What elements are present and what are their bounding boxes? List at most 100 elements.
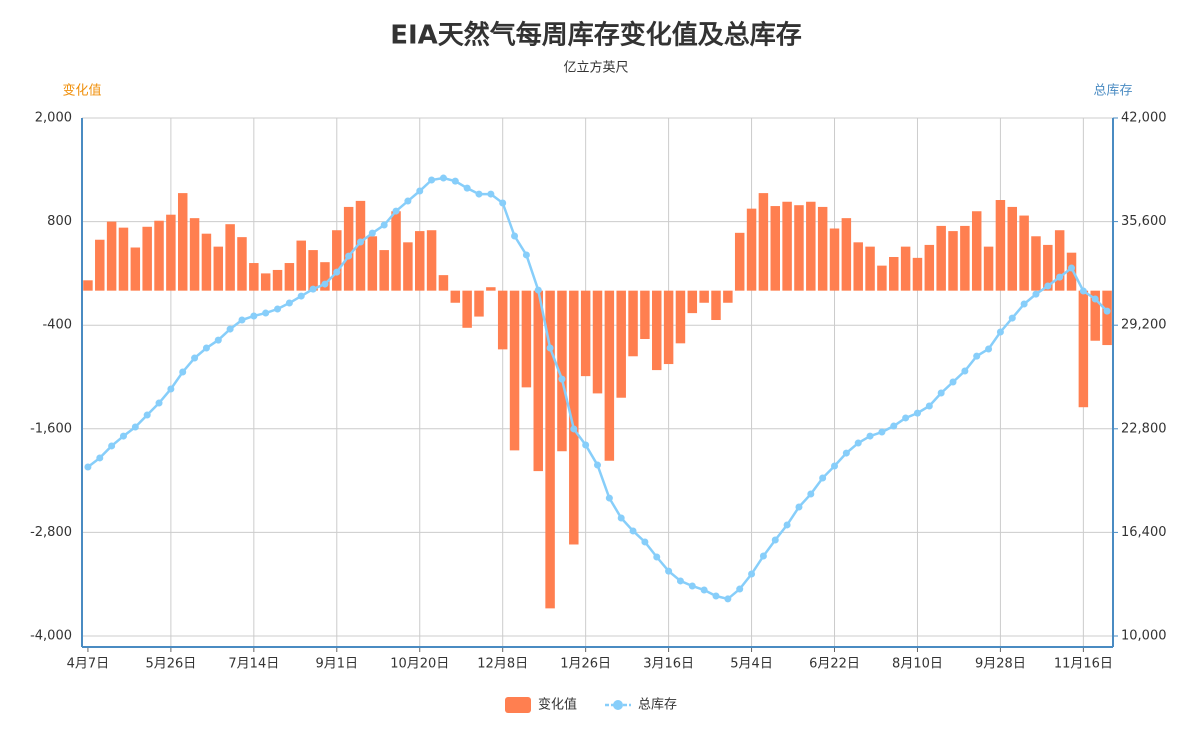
bar xyxy=(983,246,994,291)
bar xyxy=(438,275,449,291)
bar xyxy=(948,231,958,291)
x-tick-label: 1月26日 xyxy=(560,657,611,672)
bar xyxy=(770,206,780,291)
bar xyxy=(391,211,401,291)
line-point xyxy=(913,409,921,417)
bar xyxy=(332,230,342,291)
line-point xyxy=(712,592,720,600)
line-point xyxy=(1044,282,1052,290)
x-tick-label: 7月14日 xyxy=(228,657,279,672)
y2-tick-label: 35,600 xyxy=(1121,214,1167,229)
line-point xyxy=(499,199,507,207)
line-point xyxy=(688,582,696,590)
bar xyxy=(1031,236,1041,291)
bar xyxy=(95,239,105,291)
y2-tick-label: 29,200 xyxy=(1121,318,1167,333)
bar xyxy=(936,225,946,291)
line-point xyxy=(748,570,756,578)
line-point xyxy=(890,422,898,430)
bar xyxy=(142,226,152,291)
bar xyxy=(794,205,804,291)
bar xyxy=(177,193,188,291)
bar xyxy=(687,290,698,314)
line-point xyxy=(309,285,317,293)
bar xyxy=(829,228,840,291)
line-point xyxy=(1068,264,1076,272)
x-tick-label: 8月10日 xyxy=(892,657,943,672)
line-point xyxy=(1103,307,1111,315)
line-point xyxy=(1020,300,1028,308)
line-point xyxy=(285,299,293,307)
line-point xyxy=(795,503,803,511)
line-point xyxy=(96,454,104,462)
y-tick-label: -1,600 xyxy=(30,421,72,436)
bar xyxy=(675,290,686,344)
bar xyxy=(296,240,306,291)
bar xyxy=(853,242,863,291)
bar xyxy=(355,200,366,291)
line-point xyxy=(214,336,222,344)
legend-swatch xyxy=(505,697,531,713)
y-tick-label: -4,000 xyxy=(30,629,72,644)
line-point xyxy=(416,187,424,195)
bar xyxy=(106,221,117,291)
line-point xyxy=(676,577,684,585)
y-axis-title: 变化值 xyxy=(62,83,101,99)
bar xyxy=(995,200,1006,291)
bar xyxy=(1090,290,1100,341)
line-point xyxy=(653,553,661,561)
x-tick-label: 6月22日 xyxy=(809,657,860,672)
line-point xyxy=(1008,314,1016,322)
line-point xyxy=(404,197,412,205)
bar xyxy=(379,250,389,291)
bar xyxy=(1078,290,1089,408)
line-point xyxy=(202,344,210,352)
line-point xyxy=(617,514,625,522)
bar xyxy=(1043,244,1053,291)
x-tick-label: 4月7日 xyxy=(67,657,110,672)
line-point xyxy=(262,309,270,317)
x-tick-label: 3月16日 xyxy=(643,657,694,672)
bar xyxy=(166,214,176,291)
bar xyxy=(663,290,674,365)
bar xyxy=(1019,215,1029,291)
bar xyxy=(403,242,413,291)
bar xyxy=(865,246,875,291)
bar xyxy=(343,206,354,291)
line-point xyxy=(155,399,163,407)
y-tick-label: -400 xyxy=(42,318,72,333)
line-point xyxy=(226,325,234,333)
line-point xyxy=(1079,287,1087,295)
bar xyxy=(640,290,650,340)
y-tick-label: 800 xyxy=(47,214,72,229)
bar xyxy=(272,269,283,291)
line-point xyxy=(546,344,554,352)
line-point xyxy=(724,595,732,603)
chart-title: EIA天然气每周库存变化值及总库存 xyxy=(390,20,802,51)
chart-subtitle: 亿立方英尺 xyxy=(563,60,628,76)
line-point xyxy=(700,586,708,594)
bar xyxy=(628,290,638,357)
line-point xyxy=(902,414,910,422)
bar xyxy=(497,290,508,350)
y2-tick-label: 16,400 xyxy=(1121,525,1167,540)
line-point xyxy=(356,238,364,246)
line-point xyxy=(368,229,376,237)
bar xyxy=(889,256,899,291)
bar xyxy=(237,237,247,291)
line-point xyxy=(463,184,471,192)
bar xyxy=(83,280,93,291)
y2-axis-title: 总库存 xyxy=(1093,83,1132,99)
bar xyxy=(509,290,520,451)
line-point xyxy=(333,268,341,276)
line-point xyxy=(143,411,151,419)
line-point xyxy=(866,432,874,440)
line-point xyxy=(973,352,981,360)
line-point xyxy=(736,585,744,593)
line-point xyxy=(1032,290,1040,298)
y-tick-label: 2,000 xyxy=(35,111,72,126)
line-point xyxy=(1056,273,1064,281)
line-point xyxy=(594,461,601,469)
bar xyxy=(426,230,437,291)
line-point xyxy=(819,474,827,482)
